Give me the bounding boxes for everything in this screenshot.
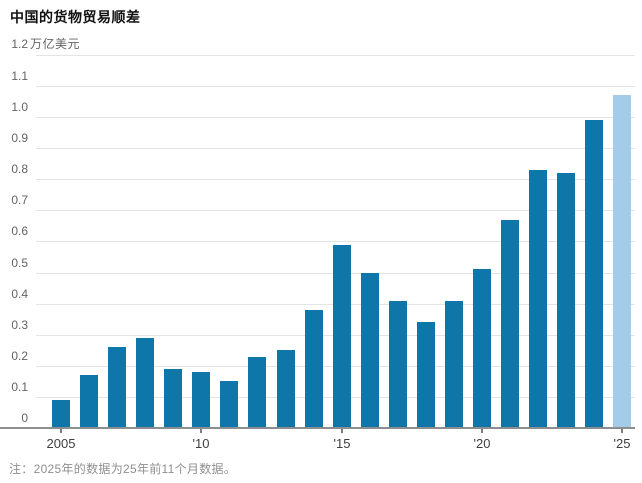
bar xyxy=(501,220,519,428)
x-tick-label: '10 xyxy=(192,436,210,451)
bar xyxy=(277,350,295,428)
y-tick-label: 1.1 xyxy=(11,69,28,83)
y-tick-label: 0.4 xyxy=(11,287,28,301)
y-tick-label: 0.1 xyxy=(11,380,28,394)
y-tick-label-top: 1.2 xyxy=(11,37,28,51)
x-tick-mark xyxy=(621,429,623,433)
gridline xyxy=(36,241,635,242)
y-tick-label: 1.0 xyxy=(11,100,28,114)
bar xyxy=(417,322,435,428)
bar xyxy=(248,357,266,428)
bar xyxy=(557,173,575,428)
bar xyxy=(80,375,98,428)
bar xyxy=(473,269,491,428)
bar xyxy=(585,120,603,428)
bar xyxy=(164,369,182,428)
y-tick-label: 0.8 xyxy=(11,162,28,176)
y-axis-unit: 1.2 万亿美元 xyxy=(0,37,80,51)
x-axis-line xyxy=(0,427,635,429)
x-tick-label: 2005 xyxy=(46,436,76,451)
y-tick-label: 0.9 xyxy=(11,131,28,145)
y-tick-label: 0.6 xyxy=(11,224,28,238)
y-tick-label: 0 xyxy=(21,411,28,425)
bar xyxy=(305,310,323,428)
y-tick-label: 0.7 xyxy=(11,193,28,207)
y-axis-unit-label: 万亿美元 xyxy=(30,37,81,51)
chart-title: 中国的货物贸易顺差 xyxy=(10,9,141,25)
bar xyxy=(52,400,70,428)
gridline xyxy=(36,179,635,180)
bar xyxy=(361,273,379,428)
x-tick-label: '20 xyxy=(473,436,491,451)
x-tick-mark xyxy=(60,429,62,433)
bar-highlighted xyxy=(613,95,631,428)
x-tick-label: '25 xyxy=(613,436,631,451)
x-tick-mark xyxy=(481,429,483,433)
bar xyxy=(220,381,238,428)
gridline xyxy=(36,86,635,87)
bar xyxy=(445,301,463,428)
bar xyxy=(192,372,210,428)
footnote: 注：2025年的数据为25年前11个月数据。 xyxy=(9,462,237,476)
bar xyxy=(108,347,126,428)
y-tick-label: 0.5 xyxy=(11,256,28,270)
gridline xyxy=(36,117,635,118)
bar xyxy=(333,245,351,428)
gridline xyxy=(36,148,635,149)
gridline xyxy=(36,55,635,56)
x-tick-mark xyxy=(200,429,202,433)
y-tick-label: 0.2 xyxy=(11,349,28,363)
bar xyxy=(136,338,154,428)
y-tick-label: 0.3 xyxy=(11,318,28,332)
x-tick-mark xyxy=(341,429,343,433)
x-tick-label: '15 xyxy=(333,436,351,451)
bar xyxy=(389,301,407,428)
bar xyxy=(529,170,547,428)
gridline xyxy=(36,210,635,211)
